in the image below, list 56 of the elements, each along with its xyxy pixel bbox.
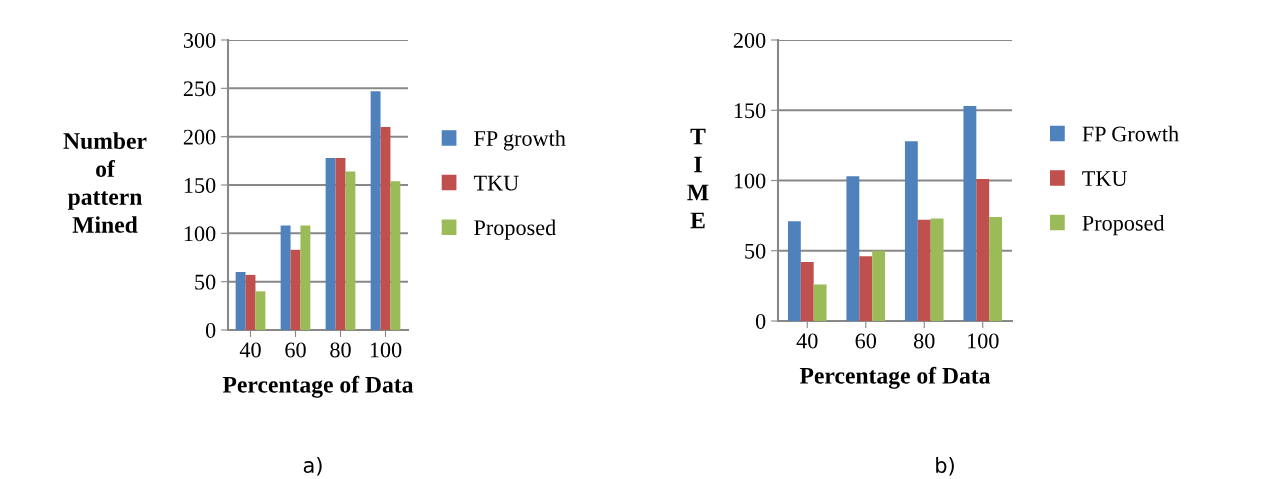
x-tick-label: 40 — [796, 333, 818, 349]
legend-label: FP Growth — [1082, 125, 1179, 142]
y-tick-label: 250 — [183, 81, 216, 97]
bar — [787, 221, 801, 321]
y-tick-label: 50 — [745, 243, 766, 259]
bar — [235, 272, 246, 330]
x-axis-title: Percentage of Data — [799, 366, 991, 389]
bar — [917, 219, 931, 321]
x-tick-label: 60 — [285, 342, 306, 358]
y-tick-label: 150 — [734, 103, 766, 119]
y-tick-label: 50 — [195, 274, 216, 290]
bar — [245, 274, 256, 330]
x-tick-label: 60 — [855, 333, 877, 349]
y-tick-label: 200 — [183, 129, 216, 145]
bar — [813, 284, 827, 321]
bar — [380, 127, 391, 330]
legend-label: TKU — [473, 175, 519, 191]
x-tick-label: 100 — [968, 333, 999, 349]
y-axis-title: T I M E — [687, 128, 709, 229]
legend-label: Proposed — [474, 219, 556, 240]
x-tick-label: 40 — [239, 342, 261, 358]
bar — [976, 179, 990, 321]
y-tick-label: 150 — [184, 177, 216, 193]
y-tick-label: 0 — [755, 313, 766, 329]
y-tick-label: 100 — [184, 226, 216, 242]
bar — [989, 217, 1003, 321]
x-tick-label: 100 — [370, 342, 402, 358]
bar — [300, 225, 311, 330]
bar — [345, 171, 356, 330]
y-tick-label: 0 — [205, 322, 216, 338]
y-tick-label: 100 — [734, 173, 766, 189]
x-axis-title: Percentage of Data — [222, 375, 414, 398]
bar — [255, 291, 266, 330]
legend-label: TKU — [1082, 171, 1128, 187]
bar — [872, 250, 886, 321]
bar — [846, 176, 860, 321]
legend-label: FP growth — [474, 130, 566, 151]
bar — [325, 157, 336, 330]
bar — [290, 249, 301, 330]
bar — [335, 157, 346, 330]
bar — [370, 91, 381, 330]
bar — [859, 256, 873, 321]
legend-label: Proposed — [1082, 215, 1165, 236]
bar — [390, 181, 401, 330]
bar — [800, 261, 814, 321]
bar — [930, 218, 944, 321]
x-tick-label: 80 — [330, 342, 351, 358]
y-axis-title: Number of pattern Mined — [63, 132, 147, 233]
text: b) — [936, 456, 954, 476]
bar — [963, 106, 977, 321]
x-tick-label: 80 — [913, 333, 935, 349]
text: a) — [303, 456, 322, 476]
y-tick-label: 200 — [733, 32, 766, 48]
bar — [280, 225, 291, 330]
bar — [904, 141, 918, 321]
y-tick-label: 300 — [183, 32, 216, 48]
